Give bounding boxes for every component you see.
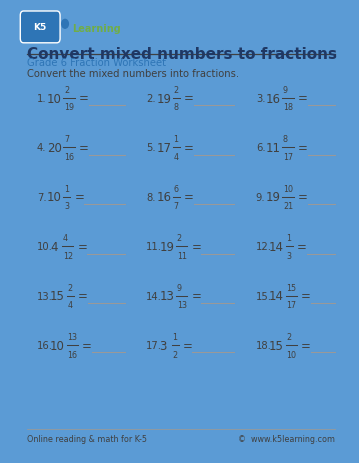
Text: 2: 2 bbox=[173, 86, 179, 94]
Text: =: = bbox=[182, 339, 192, 352]
Text: 19: 19 bbox=[266, 191, 281, 204]
Text: 16: 16 bbox=[64, 152, 74, 162]
Text: ©  www.k5learning.com: © www.k5learning.com bbox=[238, 434, 335, 443]
Text: 7.: 7. bbox=[37, 193, 46, 202]
Text: 16: 16 bbox=[156, 191, 171, 204]
Text: 1: 1 bbox=[172, 332, 177, 341]
Text: 4: 4 bbox=[67, 300, 73, 310]
Text: 17: 17 bbox=[286, 300, 297, 310]
Text: Convert mixed numbers to fractions: Convert mixed numbers to fractions bbox=[27, 47, 337, 62]
Text: 1: 1 bbox=[64, 184, 69, 193]
Circle shape bbox=[62, 20, 68, 29]
Text: =: = bbox=[82, 339, 92, 352]
Text: 2: 2 bbox=[64, 86, 69, 94]
Text: 18: 18 bbox=[283, 103, 293, 112]
Text: =: = bbox=[79, 142, 89, 155]
Text: =: = bbox=[184, 191, 194, 204]
Text: 8: 8 bbox=[173, 103, 178, 112]
Text: 4: 4 bbox=[50, 240, 58, 253]
Text: 17: 17 bbox=[283, 152, 293, 162]
Text: 16: 16 bbox=[67, 350, 78, 359]
Text: =: = bbox=[297, 240, 307, 253]
Text: Learning: Learning bbox=[72, 24, 120, 34]
Text: 2: 2 bbox=[177, 234, 182, 243]
Text: 17.: 17. bbox=[146, 341, 162, 350]
Text: 11.: 11. bbox=[146, 242, 162, 252]
Text: 1.: 1. bbox=[37, 94, 46, 104]
Text: 15: 15 bbox=[50, 290, 65, 303]
Text: 4: 4 bbox=[63, 234, 68, 243]
Text: Online reading & math for K-5: Online reading & math for K-5 bbox=[27, 434, 147, 443]
Text: =: = bbox=[298, 142, 307, 155]
Text: 9: 9 bbox=[283, 86, 288, 94]
Text: 15: 15 bbox=[286, 283, 297, 292]
Text: 8.: 8. bbox=[146, 193, 156, 202]
Text: 5.: 5. bbox=[146, 143, 156, 153]
Text: =: = bbox=[191, 240, 201, 253]
Text: 3: 3 bbox=[160, 339, 167, 352]
Text: 2: 2 bbox=[172, 350, 177, 359]
Text: =: = bbox=[301, 290, 311, 303]
Text: 14.: 14. bbox=[146, 291, 162, 301]
FancyBboxPatch shape bbox=[20, 12, 60, 44]
Text: =: = bbox=[191, 290, 201, 303]
Text: Grade 6 Fraction Worksheet: Grade 6 Fraction Worksheet bbox=[27, 58, 166, 68]
Text: 6: 6 bbox=[173, 184, 178, 193]
Text: K5: K5 bbox=[33, 23, 47, 32]
Text: 19: 19 bbox=[64, 103, 74, 112]
Text: 1: 1 bbox=[286, 234, 291, 243]
Text: =: = bbox=[298, 92, 307, 105]
Text: 14: 14 bbox=[269, 290, 284, 303]
Text: 15: 15 bbox=[269, 339, 284, 352]
Text: 2.: 2. bbox=[146, 94, 156, 104]
Text: 18.: 18. bbox=[256, 341, 272, 350]
Text: 16.: 16. bbox=[37, 341, 53, 350]
Text: =: = bbox=[78, 290, 88, 303]
Text: 4: 4 bbox=[173, 152, 178, 162]
Text: 13: 13 bbox=[177, 300, 187, 310]
Text: 19: 19 bbox=[160, 240, 174, 253]
Text: 2: 2 bbox=[67, 283, 73, 292]
Text: 11: 11 bbox=[177, 251, 187, 260]
Text: 12: 12 bbox=[63, 251, 73, 260]
Text: 14: 14 bbox=[269, 240, 284, 253]
Text: 10: 10 bbox=[50, 339, 65, 352]
Text: 3: 3 bbox=[286, 251, 291, 260]
Text: 7: 7 bbox=[173, 202, 179, 211]
Text: 19: 19 bbox=[156, 92, 171, 105]
Text: 17: 17 bbox=[156, 142, 171, 155]
Text: 15.: 15. bbox=[256, 291, 272, 301]
Text: 3.: 3. bbox=[256, 94, 265, 104]
Text: 10: 10 bbox=[47, 92, 62, 105]
Text: 10.: 10. bbox=[37, 242, 53, 252]
Text: 6.: 6. bbox=[256, 143, 265, 153]
Text: 2: 2 bbox=[286, 332, 292, 341]
Text: =: = bbox=[184, 142, 194, 155]
Text: 4.: 4. bbox=[37, 143, 46, 153]
Text: 7: 7 bbox=[64, 135, 69, 144]
Text: 13: 13 bbox=[67, 332, 78, 341]
Text: 9: 9 bbox=[177, 283, 182, 292]
Text: 1: 1 bbox=[173, 135, 178, 144]
Text: =: = bbox=[74, 191, 84, 204]
Text: 10: 10 bbox=[286, 350, 296, 359]
Text: =: = bbox=[77, 240, 87, 253]
Text: 10: 10 bbox=[283, 184, 293, 193]
Text: 11: 11 bbox=[266, 142, 281, 155]
Text: =: = bbox=[298, 191, 307, 204]
Text: Convert the mixed numbers into fractions.: Convert the mixed numbers into fractions… bbox=[27, 69, 239, 79]
Text: 13.: 13. bbox=[37, 291, 53, 301]
Text: 16: 16 bbox=[266, 92, 281, 105]
Text: =: = bbox=[79, 92, 89, 105]
Text: 12.: 12. bbox=[256, 242, 272, 252]
Text: 20: 20 bbox=[47, 142, 62, 155]
Text: 3: 3 bbox=[64, 202, 69, 211]
Text: =: = bbox=[301, 339, 311, 352]
Text: 21: 21 bbox=[283, 202, 293, 211]
Text: 10: 10 bbox=[47, 191, 62, 204]
Text: 9.: 9. bbox=[256, 193, 265, 202]
Text: 8: 8 bbox=[283, 135, 288, 144]
Text: 13: 13 bbox=[160, 290, 174, 303]
Text: =: = bbox=[184, 92, 194, 105]
